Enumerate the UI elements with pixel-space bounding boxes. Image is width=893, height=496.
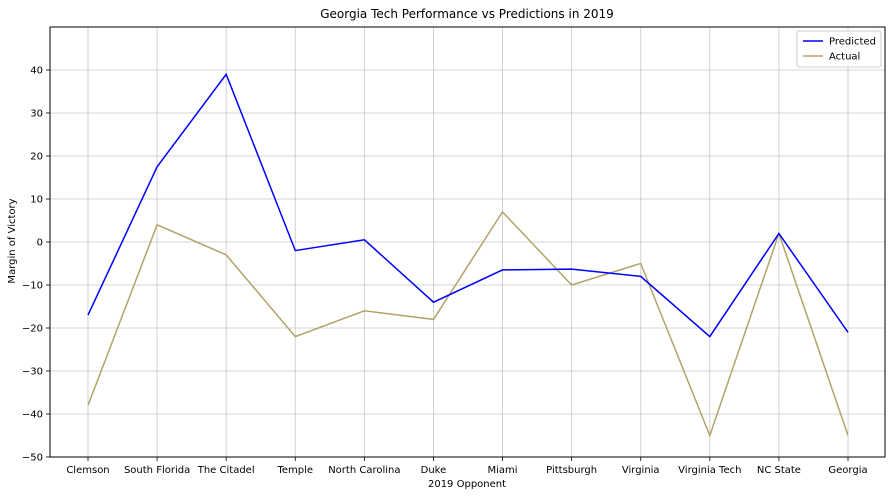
y-tick-label: −10 [22, 281, 43, 292]
y-tick-label: 30 [30, 109, 43, 120]
x-tick-label: South Florida [124, 465, 190, 476]
legend: Predicted Actual [796, 30, 882, 68]
y-tick-label: 40 [30, 66, 43, 77]
x-tick-label: Georgia [828, 465, 867, 476]
y-tick-label: −20 [22, 324, 43, 335]
x-tick-label: Temple [276, 465, 313, 476]
x-tick-label: Clemson [66, 465, 109, 476]
x-tick-label: The Citadel [197, 465, 255, 476]
y-tick-label: 0 [37, 238, 43, 249]
y-axis-label: Margin of Victory [7, 198, 18, 283]
chart-title: Georgia Tech Performance vs Predictions … [320, 7, 614, 21]
y-tick-label: 20 [30, 152, 43, 163]
y-tick-label: −50 [22, 453, 43, 464]
x-tick-label: Pittsburgh [546, 465, 597, 476]
y-tick-label: −40 [22, 410, 43, 421]
y-tick-label: −30 [22, 367, 43, 378]
x-tick-label: Virginia [622, 465, 660, 476]
series-line-actual [87, 210, 849, 438]
x-tick-label: Duke [421, 465, 447, 476]
y-tick-label: 10 [30, 195, 43, 206]
grid-layer [50, 27, 885, 458]
ticks-layer: Clemson South Florida The Citadel Temple Nor… [22, 66, 868, 477]
x-tick-label: Miami [488, 465, 518, 476]
legend-box [796, 30, 882, 68]
series-line-predicted [87, 72, 849, 338]
x-tick-label: North Carolina [328, 465, 400, 476]
legend-label-predicted: Predicted [829, 37, 876, 48]
legend-label-actual: Actual [829, 52, 860, 63]
x-tick-label: Virginia Tech [678, 465, 741, 476]
series-layer [87, 72, 849, 438]
x-axis-label: 2019 Opponent [428, 479, 506, 490]
x-tick-label: NC State [757, 465, 801, 476]
